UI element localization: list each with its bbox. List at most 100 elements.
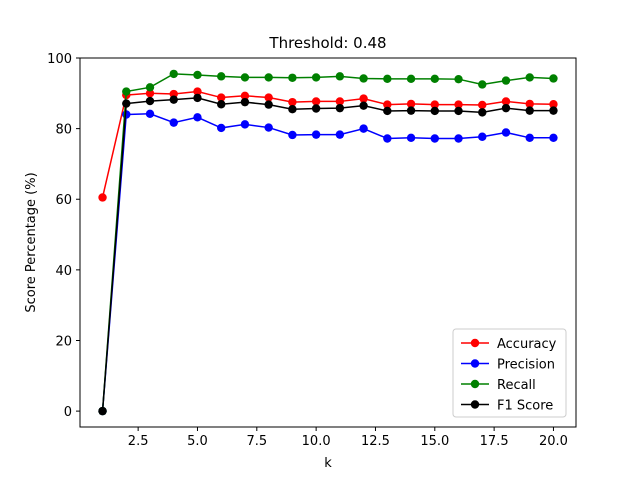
data-point-recall — [122, 87, 131, 96]
y-axis-label: Score Percentage (%) — [24, 172, 39, 312]
x-tick-label: 17.5 — [480, 434, 509, 449]
series-line-accuracy — [101, 90, 554, 198]
data-point-precision — [240, 120, 250, 129]
data-point-recall — [193, 70, 202, 80]
x-tick-label: 5.0 — [187, 434, 208, 449]
x-tick-label: 7.5 — [246, 434, 267, 449]
data-point-precision — [288, 130, 297, 140]
data-point-recall — [264, 73, 273, 82]
data-point-f1-score — [193, 93, 202, 103]
data-point-recall — [311, 73, 321, 82]
x-tick-label: 12.5 — [361, 434, 390, 449]
data-point-f1-score — [525, 106, 534, 115]
data-point-recall — [406, 74, 416, 84]
x-axis: 2.5 5.0 7.5 10.0 12.5 15.0 17.5 20.0 — [128, 427, 568, 449]
data-point-accuracy — [311, 97, 321, 106]
data-point-recall — [240, 73, 250, 82]
data-point-precision — [430, 134, 439, 143]
data-point-accuracy — [359, 94, 368, 103]
data-point-accuracy — [406, 99, 416, 109]
data-point-recall — [169, 69, 178, 79]
data-point-f1-score — [478, 108, 487, 117]
data-point-accuracy — [454, 100, 463, 109]
data-point-f1-score — [122, 99, 131, 108]
data-point-recall — [549, 74, 558, 83]
data-point-recall — [478, 80, 487, 89]
data-point-accuracy — [264, 93, 273, 102]
data-point-f1-score — [501, 103, 511, 113]
data-point-accuracy — [335, 97, 345, 106]
data-point-precision — [525, 133, 534, 143]
data-point-precision — [501, 128, 511, 137]
data-point-f1-score — [454, 106, 463, 116]
y-tick-label: 20 — [55, 334, 72, 349]
data-point-accuracy — [501, 97, 511, 106]
data-point-precision — [264, 123, 273, 132]
data-point-precision — [217, 123, 226, 133]
x-tick-label: 10.0 — [302, 434, 331, 449]
data-point-f1-score — [311, 104, 321, 113]
data-point-f1-score — [335, 103, 345, 113]
data-point-accuracy — [525, 99, 534, 109]
data-point-accuracy — [430, 100, 439, 109]
data-point-recall — [359, 74, 368, 83]
series-layer — [98, 69, 558, 416]
data-point-accuracy — [217, 93, 226, 102]
data-point-recall — [335, 72, 345, 81]
data-point-precision — [145, 109, 155, 118]
data-point-f1-score — [288, 105, 297, 114]
data-point-precision — [169, 118, 178, 127]
data-point-f1-score — [430, 106, 439, 116]
data-point-f1-score — [549, 106, 558, 115]
legend-label-precision: Precision — [497, 358, 555, 373]
legend-marker-precision — [470, 359, 480, 368]
data-point-precision — [549, 133, 558, 143]
data-point-recall — [288, 73, 297, 82]
data-point-accuracy — [549, 100, 558, 109]
data-point-precision — [478, 132, 487, 141]
data-point-f1-score — [240, 97, 250, 107]
y-tick-label: 80 — [55, 123, 72, 138]
data-point-recall — [217, 72, 226, 81]
data-point-precision — [406, 133, 416, 143]
legend-label-f1-score: F1 Score — [497, 399, 553, 414]
data-point-accuracy — [145, 89, 155, 98]
data-point-precision — [454, 134, 463, 143]
x-tick-label: 20.0 — [539, 434, 568, 449]
data-point-f1-score — [217, 100, 226, 109]
data-point-f1-score — [383, 106, 392, 116]
data-point-precision — [193, 113, 202, 122]
series-accuracy — [98, 87, 558, 202]
data-point-recall — [145, 83, 155, 92]
series-precision — [98, 109, 558, 416]
data-point-recall — [383, 74, 392, 84]
legend-marker-recall — [470, 379, 480, 389]
legend: Accuracy Precision Recall F1 Score — [452, 328, 567, 418]
x-tick-label: 2.5 — [128, 434, 149, 449]
y-tick-label: 60 — [55, 193, 72, 208]
x-axis-label: k — [324, 456, 332, 471]
data-point-f1-score — [145, 96, 155, 106]
data-point-f1-score — [169, 95, 178, 104]
y-tick-label: 40 — [55, 264, 72, 279]
legend-label-recall: Recall — [497, 378, 536, 393]
data-point-accuracy — [383, 100, 392, 109]
data-point-f1-score — [98, 406, 107, 416]
data-point-f1-score — [359, 101, 368, 110]
data-point-f1-score — [406, 106, 416, 115]
legend-box — [452, 328, 567, 418]
data-point-precision — [359, 124, 368, 133]
data-point-precision — [383, 134, 392, 143]
chart-title: Threshold: 0.48 — [268, 34, 386, 52]
series-f1-score — [98, 93, 558, 416]
data-point-accuracy — [193, 87, 202, 96]
data-point-precision — [311, 130, 321, 139]
y-tick-label: 0 — [64, 405, 72, 420]
data-point-recall — [454, 74, 463, 84]
data-point-precision — [335, 130, 345, 139]
plot-frame — [79, 57, 577, 428]
legend-marker-f1-score — [470, 400, 480, 409]
legend-label-accuracy: Accuracy — [497, 337, 557, 352]
